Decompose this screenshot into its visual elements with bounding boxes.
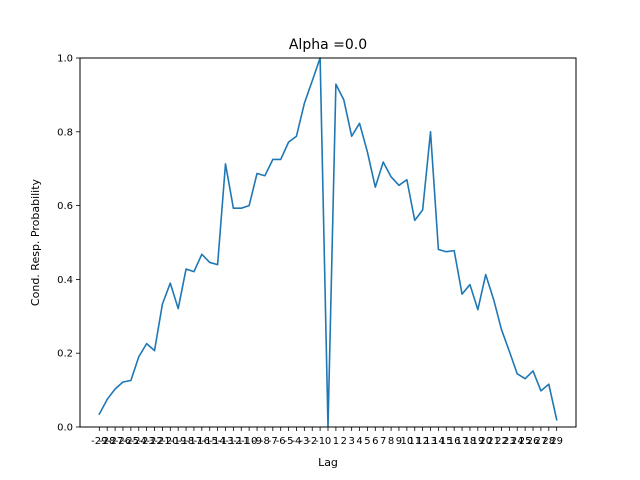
x-tick-label: 2 — [341, 436, 347, 447]
x-tick-label: 14 — [432, 436, 445, 447]
x-tick-label: 16 — [448, 436, 461, 447]
x-tick-label: -17 — [186, 436, 202, 447]
y-axis-ticks: 0.0 0.2 0.4 0.6 0.8 1.0 — [57, 54, 80, 434]
x-tick-label: 4 — [356, 436, 362, 447]
x-tick-label: -12 — [225, 436, 241, 447]
x-tick-label: 28 — [542, 436, 555, 447]
x-tick-label: -10 — [241, 436, 257, 447]
x-tick-label: 18 — [464, 436, 477, 447]
y-tick-label: 0.4 — [57, 275, 73, 286]
y-tick-label: 0.0 — [57, 423, 73, 434]
x-tick-label: 17 — [456, 436, 469, 447]
x-tick-label: -21 — [154, 436, 170, 447]
x-tick-label: -9 — [252, 436, 262, 447]
x-tick-label: 7 — [380, 436, 386, 447]
plot-area-frame — [79, 57, 577, 428]
x-tick-label: -8 — [260, 436, 270, 447]
x-tick-label: 3 — [348, 436, 354, 447]
x-tick-label: 15 — [440, 436, 453, 447]
x-tick-label: -18 — [178, 436, 194, 447]
x-tick-label: -16 — [194, 436, 210, 447]
x-tick-label: -11 — [233, 436, 249, 447]
x-tick-label: 22 — [495, 436, 508, 447]
x-tick-label: 20 — [479, 436, 492, 447]
x-tick-label: -26 — [115, 436, 131, 447]
x-tick-label: -4 — [291, 436, 301, 447]
y-axis-label: Cond. Resp. Probability — [29, 178, 42, 306]
x-tick-label: 25 — [519, 436, 532, 447]
x-tick-label: 10 — [400, 436, 413, 447]
x-tick-label: -13 — [217, 436, 233, 447]
x-tick-label: 27 — [535, 436, 548, 447]
x-tick-label: 21 — [487, 436, 500, 447]
x-tick-label: 8 — [388, 436, 394, 447]
y-tick-label: 0.6 — [57, 201, 73, 212]
x-tick-label: 19 — [471, 436, 484, 447]
x-tick-label: 11 — [408, 436, 421, 447]
x-tick-label: 24 — [511, 436, 524, 447]
x-axis-ticks: -29-28-27-26-25-24-23-22-21-20-19-18-17-… — [91, 427, 563, 447]
x-tick-label: -24 — [131, 436, 147, 447]
x-tick-label: -29 — [91, 436, 107, 447]
x-tick-label: -20 — [162, 436, 178, 447]
x-tick-label: 13 — [424, 436, 437, 447]
x-tick-label: -6 — [276, 436, 286, 447]
x-tick-label: -2 — [307, 436, 317, 447]
x-tick-label: -3 — [299, 436, 309, 447]
x-tick-label: -19 — [170, 436, 186, 447]
x-tick-label: 5 — [364, 436, 370, 447]
x-tick-label: -27 — [107, 436, 123, 447]
x-tick-label: 23 — [503, 436, 516, 447]
x-tick-label: -23 — [138, 436, 154, 447]
x-tick-label: -28 — [99, 436, 115, 447]
x-axis-label: Lag — [318, 456, 338, 469]
x-tick-label: -1 — [315, 436, 325, 447]
x-tick-label: 6 — [372, 436, 378, 447]
y-tick-label: 0.2 — [57, 349, 73, 360]
x-tick-label: 12 — [416, 436, 429, 447]
chart-title: Alpha =0.0 — [289, 37, 367, 53]
x-tick-label: -7 — [268, 436, 278, 447]
x-tick-label: -22 — [146, 436, 162, 447]
x-tick-label: 1 — [333, 436, 339, 447]
y-tick-label: 0.8 — [57, 127, 73, 138]
y-tick-label: 1.0 — [57, 54, 73, 65]
x-tick-label: -14 — [209, 436, 225, 447]
x-tick-label: 29 — [550, 436, 563, 447]
x-tick-label: -25 — [123, 436, 139, 447]
x-tick-label: -5 — [284, 436, 294, 447]
x-tick-label: -15 — [202, 436, 218, 447]
x-tick-label: 9 — [396, 436, 402, 447]
x-tick-label: 0 — [325, 436, 331, 447]
x-tick-label: 26 — [527, 436, 540, 447]
